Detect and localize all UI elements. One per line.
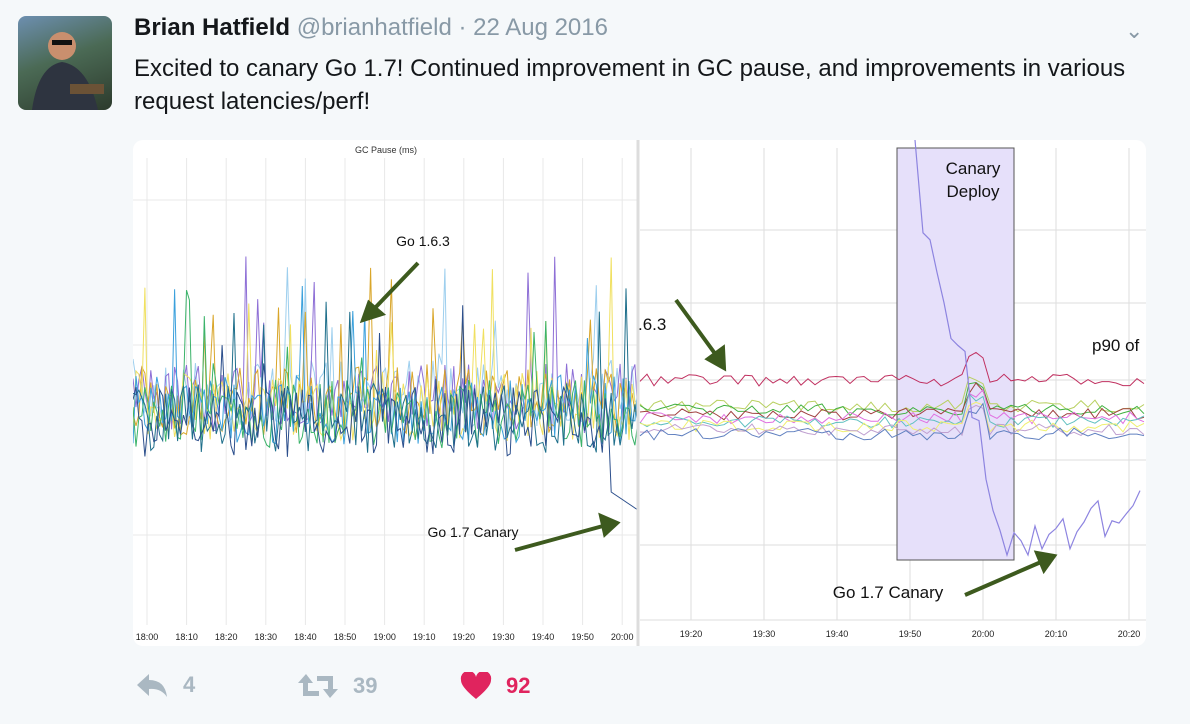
x-tick-label: 19:40 xyxy=(826,629,849,639)
x-tick-label: 19:30 xyxy=(753,629,776,639)
chart-series xyxy=(133,140,1145,558)
x-tick-label: 20:10 xyxy=(1045,629,1068,639)
x-tick-label: 19:00 xyxy=(373,632,396,642)
gc-pause-series xyxy=(133,288,639,453)
avatar[interactable] xyxy=(18,16,112,110)
deploy-label-1: Canary xyxy=(946,159,1001,178)
tweet-media[interactable]: GC Pause (ms) Go 1.6.3 Go 1.7 Canary .6.… xyxy=(133,140,1146,646)
author-handle[interactable]: @brianhatfield xyxy=(296,14,452,41)
x-tick-label: 18:50 xyxy=(334,632,357,642)
latency-series xyxy=(639,392,1145,429)
reply-button[interactable]: 4 xyxy=(135,672,195,698)
canary-series xyxy=(914,140,1141,558)
gc-pause-series xyxy=(133,290,639,449)
gc-pause-series xyxy=(133,305,639,511)
latency-series xyxy=(639,381,1145,417)
annotation-go163: Go 1.6.3 xyxy=(396,233,450,249)
retweet-button[interactable]: 39 xyxy=(297,672,377,700)
like-button[interactable]: 92 xyxy=(460,672,530,700)
x-tick-label: 18:10 xyxy=(175,632,198,642)
tweet-date[interactable]: 22 Aug 2016 xyxy=(473,14,608,41)
right-label-p90: p90 of xyxy=(1092,336,1140,355)
arrow-head-icon xyxy=(1033,550,1058,575)
x-tick-label: 20:00 xyxy=(611,632,634,642)
latency-series xyxy=(639,388,1145,425)
arrow-head-icon xyxy=(598,512,621,538)
reply-count: 4 xyxy=(183,672,196,697)
right-annotation-go17: Go 1.7 Canary xyxy=(833,583,944,602)
tweet-text: Excited to canary Go 1.7! Continued impr… xyxy=(134,55,1126,115)
x-tick-label: 19:30 xyxy=(492,632,515,642)
latency-charts-image: GC Pause (ms) Go 1.6.3 Go 1.7 Canary .6.… xyxy=(133,140,1146,646)
latency-series xyxy=(639,351,1145,387)
avatar-image xyxy=(32,32,104,110)
latency-series xyxy=(639,401,1145,433)
arrow-icon xyxy=(964,560,1042,597)
x-tick-label: 19:10 xyxy=(413,632,436,642)
x-tick-label: 18:30 xyxy=(255,632,278,642)
x-tick-label: 20:20 xyxy=(1118,629,1141,639)
reply-icon xyxy=(137,674,167,697)
arrow-icon xyxy=(371,261,420,312)
latency-series xyxy=(639,402,1145,441)
author-name[interactable]: Brian Hatfield xyxy=(134,14,291,41)
x-tick-label: 19:50 xyxy=(571,632,594,642)
x-tick-label: 19:20 xyxy=(680,629,703,639)
separator: · xyxy=(458,14,467,41)
left-x-axis: 18:00 18:10 18:20 18:30 18:40 18:50 19:00 19:10… xyxy=(136,632,634,642)
like-count: 92 xyxy=(506,673,531,698)
arrow-icon xyxy=(514,524,604,552)
left-chart-title: GC Pause (ms) xyxy=(355,145,417,155)
x-tick-label: 18:20 xyxy=(215,632,238,642)
arrow-icon xyxy=(674,298,718,357)
tweet-header: Brian Hatfield @brianhatfield · 22 Aug 2… xyxy=(134,14,608,42)
deploy-label-2: Deploy xyxy=(947,182,1000,201)
right-annotation-go163: .6.3 xyxy=(638,315,666,334)
x-tick-label: 18:00 xyxy=(136,632,159,642)
right-x-axis: 19:20 19:30 19:40 19:50 20:00 20:10 20:20 xyxy=(680,629,1141,639)
arrow-head-icon xyxy=(704,344,727,372)
chevron-down-icon[interactable]: ⌄ xyxy=(1125,18,1144,43)
retweet-icon xyxy=(298,674,338,698)
canary-deploy-region xyxy=(896,147,1015,561)
x-tick-label: 19:40 xyxy=(532,632,555,642)
x-tick-label: 19:20 xyxy=(453,632,476,642)
retweet-count: 39 xyxy=(353,673,378,698)
annotation-go17: Go 1.7 Canary xyxy=(427,524,518,540)
arrow-head-icon xyxy=(359,299,387,324)
x-tick-label: 20:00 xyxy=(972,629,995,639)
right-chart-grid xyxy=(640,148,1146,621)
x-tick-label: 18:40 xyxy=(294,632,317,642)
heart-icon xyxy=(460,672,492,699)
latency-series xyxy=(639,404,1145,437)
latency-series xyxy=(639,376,1145,413)
arrows xyxy=(359,261,1058,597)
gc-pause-series xyxy=(133,285,639,445)
tweet-actions: 4 39 92 xyxy=(135,672,635,702)
x-tick-label: 19:50 xyxy=(899,629,922,639)
